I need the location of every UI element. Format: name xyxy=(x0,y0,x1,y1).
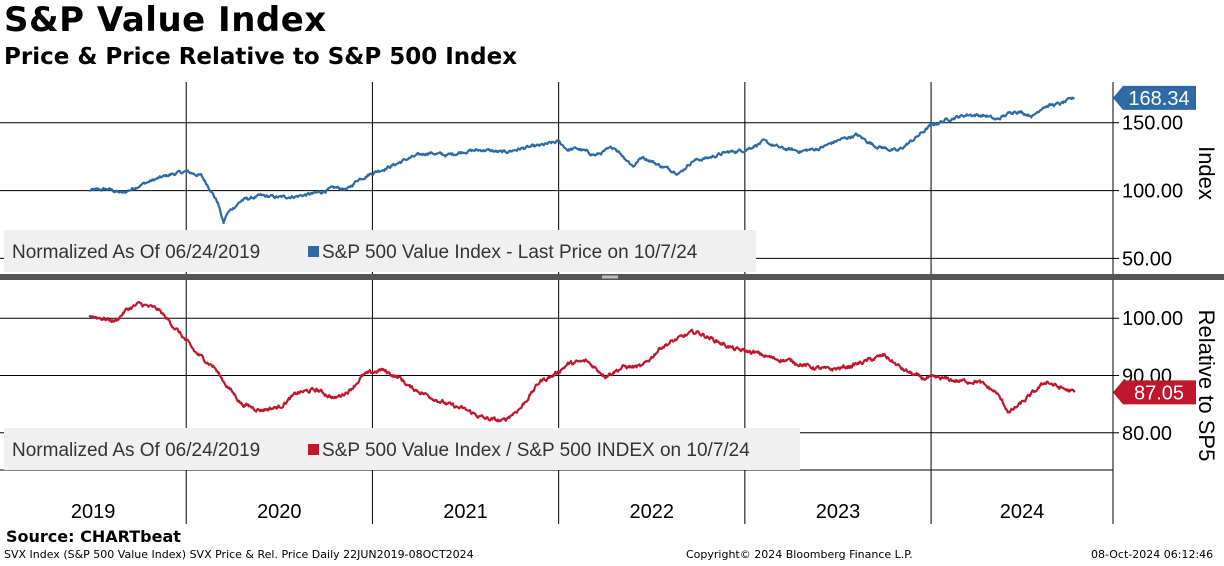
x-tick-label: 2021 xyxy=(443,501,488,523)
y-tick-label: 100.00 xyxy=(1122,308,1183,330)
x-tick-label: 2024 xyxy=(1000,501,1045,523)
chart-subtitle: Price & Price Relative to S&P 500 Index xyxy=(4,44,518,70)
series-line xyxy=(88,300,1076,423)
legend-swatch xyxy=(308,246,319,257)
footer-timestamp: 08-Oct-2024 06:12:46 xyxy=(1091,548,1214,561)
last-value-tag: 87.05 xyxy=(1113,380,1196,405)
chart-title: S&P Value Index xyxy=(4,0,327,40)
legend-entry: S&P 500 Value Index / S&P 500 INDEX on 1… xyxy=(322,440,750,461)
y-axis-title: Index xyxy=(1194,146,1219,200)
y-tick-label: 100.00 xyxy=(1122,181,1183,203)
legend-note: Normalized As Of 06/24/2019 xyxy=(12,242,260,263)
y-tick-label: 150.00 xyxy=(1122,113,1183,135)
last-value-marker xyxy=(1113,380,1196,405)
last-value-marker xyxy=(1113,85,1196,110)
legend-swatch xyxy=(308,444,319,455)
y-axis-title: Relative to SP5 xyxy=(1194,310,1219,462)
legend-box xyxy=(4,428,800,470)
legend-note: Normalized As Of 06/24/2019 xyxy=(12,440,260,461)
last-value-label: 87.05 xyxy=(1134,382,1184,404)
separator-grip xyxy=(602,275,618,279)
x-tick-label: 2022 xyxy=(629,501,674,523)
last-value-label: 168.34 xyxy=(1128,88,1189,110)
legend-entry: S&P 500 Value Index - Last Price on 10/7… xyxy=(322,242,698,263)
x-tick-label: 2020 xyxy=(257,501,302,523)
legend-box xyxy=(4,230,756,272)
footer-copyright: Copyright© 2024 Bloomberg Finance L.P. xyxy=(686,548,913,561)
x-tick-label: 2023 xyxy=(816,501,861,523)
footer-description: SVX Index (S&P 500 Value Index) SVX Pric… xyxy=(4,548,474,561)
last-value-tag: 168.34 xyxy=(1113,85,1196,110)
source-label: Source: CHARTbeat xyxy=(6,527,181,546)
y-tick-label: 50.00 xyxy=(1122,248,1172,270)
y-tick-label: 80.00 xyxy=(1122,423,1172,445)
series-line xyxy=(89,96,1075,225)
x-tick-label: 2019 xyxy=(71,501,116,523)
